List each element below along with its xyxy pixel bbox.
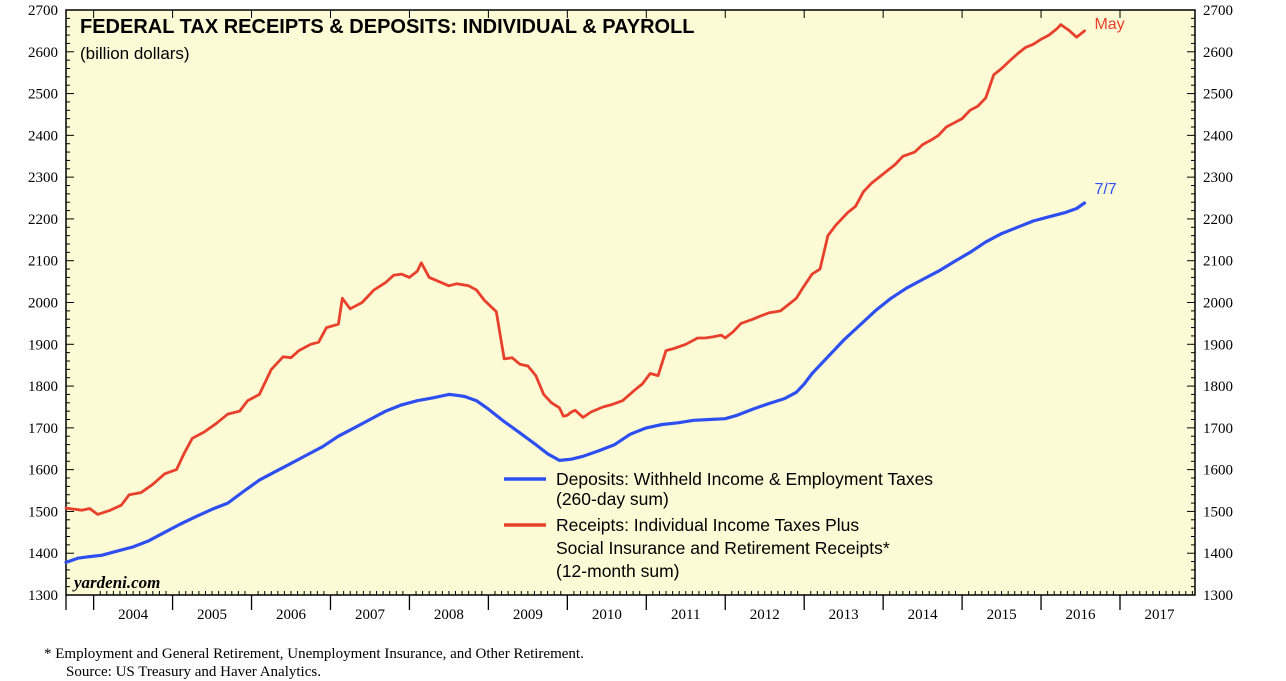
y-tick-label-right: 1900 — [1203, 337, 1233, 353]
series-layer: May 7/7 — [64, 16, 1125, 564]
y-tick-label-left: 1900 — [28, 337, 58, 353]
y-tick-label-right: 1600 — [1203, 463, 1233, 479]
x-tick-label: 2015 — [987, 607, 1017, 623]
plot-area — [65, 9, 1196, 596]
legend-label-receipts: Receipts: Individual Income Taxes Plus — [556, 515, 859, 535]
y-tick-label-right: 2200 — [1203, 212, 1233, 228]
legend-label-deposits: Deposits: Withheld Income & Employment T… — [556, 469, 933, 489]
y-tick-label-right: 2600 — [1203, 45, 1233, 61]
y-tick-label-left: 2300 — [28, 170, 58, 186]
x-tick-label: 2008 — [434, 607, 464, 623]
x-tick-label: 2011 — [671, 607, 700, 623]
x-tick-label: 2017 — [1144, 607, 1175, 623]
y-tick-label-left: 1300 — [28, 588, 58, 604]
series-line-receipts — [64, 23, 1086, 516]
y-tick-label-left: 1400 — [28, 546, 58, 562]
y-tick-label-right: 2000 — [1203, 296, 1233, 312]
x-tick-label: 2009 — [513, 607, 543, 623]
x-axis: 2004 2005 2006 2007 2008 2009 2010 2011 2012 2013… — [65, 10, 1193, 623]
y-tick-label-right: 2700 — [1203, 3, 1233, 19]
x-tick-label: 2004 — [118, 607, 149, 623]
y-tick-label-left: 2500 — [28, 87, 58, 103]
y-tick-label-right: 1300 — [1203, 588, 1233, 604]
series-end-label-deposits: 7/7 — [1094, 181, 1116, 198]
chart: 1300 1400 1500 1600 1700 1800 1900 2000 2100 2200… — [28, 3, 1233, 623]
footnote-source: Source: US Treasury and Haver Analytics. — [66, 664, 321, 680]
y-tick-label-left: 2700 — [28, 3, 58, 19]
x-tick-label: 2007 — [355, 607, 386, 623]
x-tick-label: 2012 — [750, 607, 780, 623]
legend-detail-deposits: (260-day sum) — [556, 489, 669, 509]
chart-title: FEDERAL TAX RECEIPTS & DEPOSITS: INDIVID… — [80, 16, 695, 38]
y-tick-label-right: 1400 — [1203, 546, 1233, 562]
y-tick-label-right: 1800 — [1203, 379, 1233, 395]
y-tick-label-left: 1600 — [28, 463, 58, 479]
x-tick-label: 2013 — [829, 607, 859, 623]
y-tick-label-right: 2300 — [1203, 170, 1233, 186]
chart-subtitle: (billion dollars) — [80, 44, 190, 63]
legend: Deposits: Withheld Income & Employment T… — [504, 469, 933, 581]
y-tick-label-left: 2400 — [28, 128, 58, 144]
series-line-deposits — [64, 201, 1087, 564]
y-tick-label-right: 2400 — [1203, 128, 1233, 144]
x-tick-label: 2016 — [1066, 607, 1097, 623]
y-tick-label-left: 2000 — [28, 296, 58, 312]
y-tick-label-right: 2100 — [1203, 254, 1233, 270]
y-tick-label-right: 1500 — [1203, 504, 1233, 520]
y-tick-label-left: 1800 — [28, 379, 58, 395]
y-tick-label-left: 1500 — [28, 504, 58, 520]
y-tick-label-left: 2200 — [28, 212, 58, 228]
footnote-asterisk: * Employment and General Retirement, Une… — [44, 646, 584, 662]
y-tick-label-left: 2100 — [28, 254, 58, 270]
legend-label-receipts-line2: Social Insurance and Retirement Receipts… — [556, 538, 890, 558]
x-tick-label: 2010 — [592, 607, 622, 623]
y-tick-label-right: 2500 — [1203, 87, 1233, 103]
y-axis-right: 1300 1400 1500 1600 1700 1800 1900 2000 2100 2200… — [1187, 3, 1233, 604]
y-tick-label-left: 2600 — [28, 45, 58, 61]
y-tick-label-left: 1700 — [28, 421, 58, 437]
y-axis-left: 1300 1400 1500 1600 1700 1800 1900 2000 2100 2200… — [28, 3, 74, 604]
y-tick-label-right: 1700 — [1203, 421, 1233, 437]
legend-detail-receipts: (12-month sum) — [556, 561, 680, 581]
x-tick-label: 2014 — [908, 607, 939, 623]
x-tick-label: 2005 — [197, 607, 227, 623]
watermark: yardeni.com — [72, 573, 160, 592]
series-end-label-receipts: May — [1094, 16, 1124, 33]
x-tick-label: 2006 — [276, 607, 307, 623]
